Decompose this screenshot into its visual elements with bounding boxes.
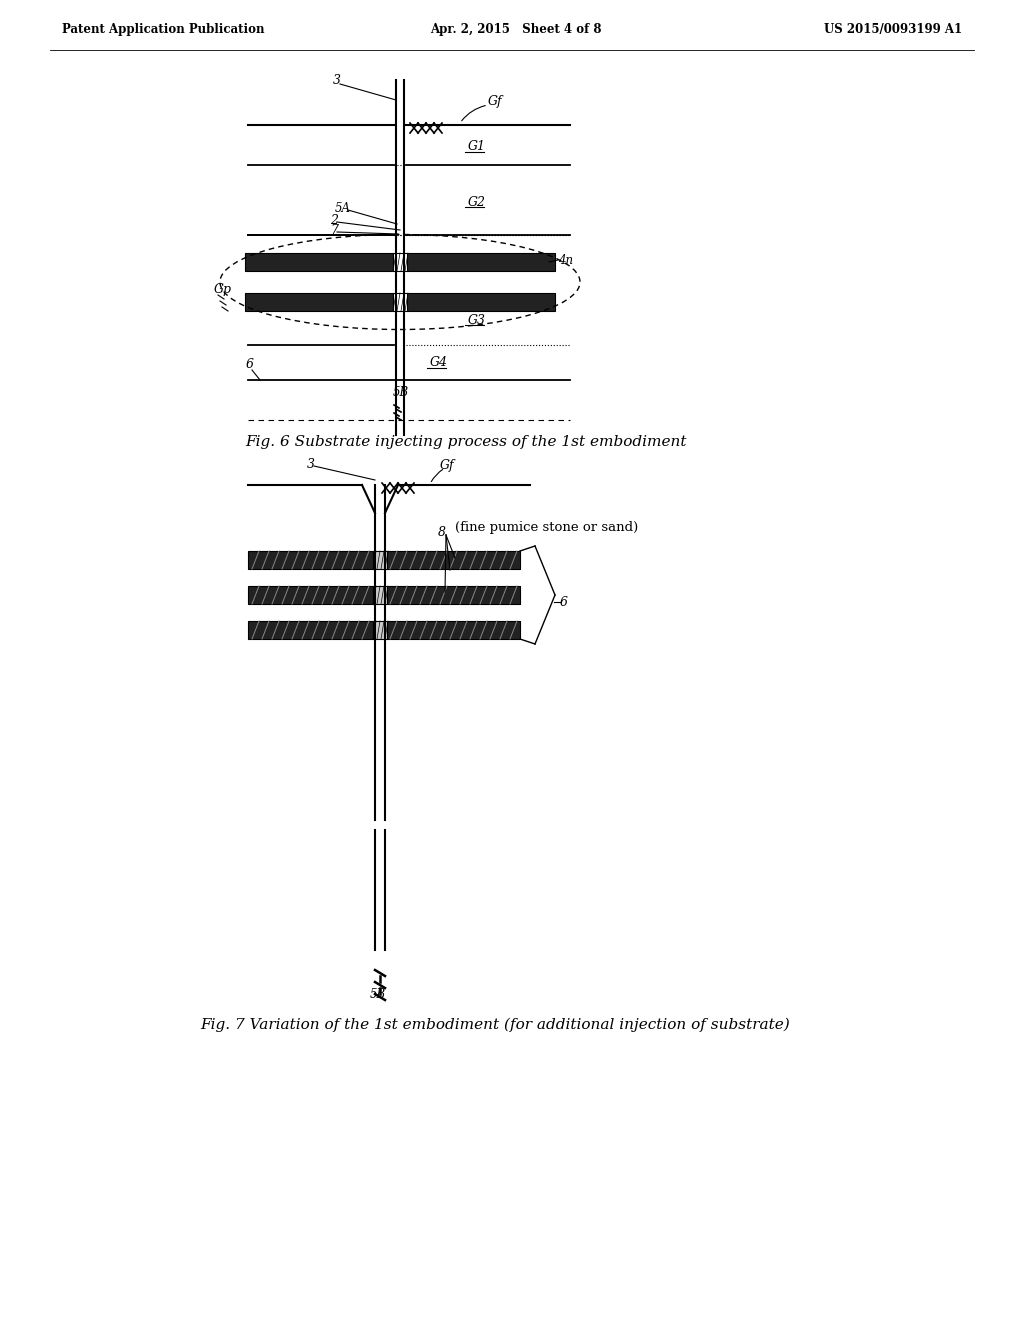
Bar: [248, 586, 373, 605]
Text: 4n: 4n: [558, 253, 573, 267]
Text: 5B: 5B: [370, 989, 386, 1002]
Text: (fine pumice stone or sand): (fine pumice stone or sand): [455, 520, 638, 533]
Text: G1: G1: [468, 140, 486, 153]
Text: G4: G4: [430, 356, 449, 370]
Text: 8: 8: [438, 527, 446, 540]
Bar: [387, 550, 520, 569]
Bar: [387, 620, 520, 639]
Text: Gp: Gp: [214, 284, 232, 297]
Bar: [387, 586, 520, 605]
Bar: [407, 293, 555, 312]
Text: 5A: 5A: [335, 202, 351, 214]
Text: 5B: 5B: [393, 387, 410, 400]
Text: Fig. 7 Variation of the 1st embodiment (for additional injection of substrate): Fig. 7 Variation of the 1st embodiment (…: [200, 1018, 790, 1032]
Text: 7: 7: [330, 223, 338, 236]
Bar: [373, 586, 387, 605]
Text: 3: 3: [333, 74, 341, 87]
Text: US 2015/0093199 A1: US 2015/0093199 A1: [824, 24, 962, 37]
Text: Fig. 6 Substrate injecting process of the 1st embodiment: Fig. 6 Substrate injecting process of th…: [245, 436, 686, 449]
Text: Gf: Gf: [488, 95, 503, 108]
Text: 2: 2: [330, 214, 338, 227]
Bar: [373, 620, 387, 639]
Bar: [393, 293, 407, 312]
Bar: [245, 293, 393, 312]
Text: G3: G3: [468, 314, 486, 326]
Text: 3: 3: [307, 458, 315, 470]
Text: G2: G2: [468, 195, 486, 209]
Bar: [393, 253, 407, 271]
Text: Patent Application Publication: Patent Application Publication: [62, 24, 264, 37]
Text: 6: 6: [246, 359, 254, 371]
Bar: [248, 620, 373, 639]
Bar: [248, 550, 373, 569]
Bar: [407, 253, 555, 271]
Text: Apr. 2, 2015   Sheet 4 of 8: Apr. 2, 2015 Sheet 4 of 8: [430, 24, 601, 37]
Text: Gf: Gf: [440, 458, 455, 471]
Bar: [245, 253, 393, 271]
Bar: [373, 550, 387, 569]
Text: 6: 6: [560, 595, 568, 609]
